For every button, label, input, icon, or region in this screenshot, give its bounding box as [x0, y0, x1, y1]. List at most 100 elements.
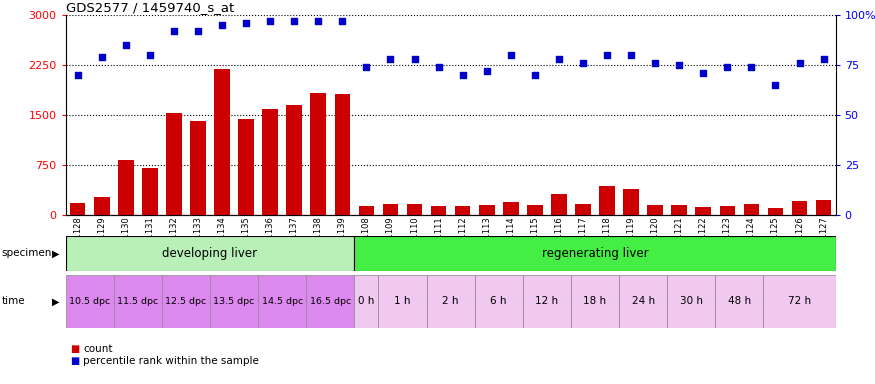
Bar [551, 194, 567, 215]
Text: 24 h: 24 h [632, 296, 654, 306]
Bar [238, 119, 254, 215]
Bar [427, 275, 475, 328]
Text: 10.5 dpc: 10.5 dpc [69, 297, 110, 306]
Text: ▶: ▶ [52, 296, 60, 306]
Bar [382, 204, 398, 215]
Bar [334, 94, 350, 215]
Bar [66, 275, 114, 328]
Bar [210, 275, 258, 328]
Point [504, 52, 518, 58]
Point [167, 28, 181, 35]
Text: 72 h: 72 h [788, 296, 811, 306]
Text: 13.5 dpc: 13.5 dpc [214, 297, 255, 306]
Point [816, 56, 830, 62]
Bar [66, 236, 354, 271]
Text: 16.5 dpc: 16.5 dpc [310, 297, 351, 306]
Bar [379, 275, 427, 328]
Text: 14.5 dpc: 14.5 dpc [262, 297, 303, 306]
Point [793, 60, 807, 66]
Bar [70, 203, 86, 215]
Point [383, 56, 397, 62]
Bar [94, 197, 109, 215]
Point [672, 62, 686, 68]
Text: developing liver: developing liver [163, 247, 257, 260]
Point [431, 64, 445, 70]
Point [480, 68, 494, 74]
Bar [623, 189, 639, 215]
Point [696, 70, 710, 76]
Bar [359, 206, 374, 215]
Bar [767, 209, 783, 215]
Point [287, 18, 301, 25]
Text: 2 h: 2 h [443, 296, 458, 306]
Bar [354, 275, 379, 328]
Text: ■: ■ [70, 344, 80, 354]
Text: count: count [83, 344, 113, 354]
Text: 30 h: 30 h [680, 296, 703, 306]
Bar [286, 105, 302, 215]
Text: GDS2577 / 1459740_s_at: GDS2577 / 1459740_s_at [66, 1, 234, 14]
Bar [475, 275, 523, 328]
Text: 1 h: 1 h [395, 296, 410, 306]
Bar [430, 206, 446, 215]
Point [528, 72, 542, 78]
Text: 12.5 dpc: 12.5 dpc [165, 297, 206, 306]
Point [71, 72, 85, 78]
Text: 0 h: 0 h [358, 296, 374, 306]
Bar [599, 186, 615, 215]
Bar [719, 206, 735, 215]
Bar [575, 204, 591, 215]
Point [408, 56, 422, 62]
Point [600, 52, 614, 58]
Bar [648, 205, 663, 215]
Text: percentile rank within the sample: percentile rank within the sample [83, 356, 259, 366]
Bar [306, 275, 354, 328]
Point [648, 60, 662, 66]
Bar [258, 275, 306, 328]
Text: 18 h: 18 h [584, 296, 606, 306]
Text: 11.5 dpc: 11.5 dpc [117, 297, 158, 306]
Text: 6 h: 6 h [491, 296, 507, 306]
Text: time: time [2, 296, 25, 306]
Bar [311, 93, 326, 215]
Point [576, 60, 590, 66]
Point [312, 18, 326, 25]
Bar [620, 275, 668, 328]
Bar [162, 275, 210, 328]
Point [768, 82, 782, 88]
Bar [214, 69, 230, 215]
Point [720, 64, 734, 70]
Bar [114, 275, 162, 328]
Point [335, 18, 349, 25]
Point [119, 42, 133, 48]
Bar [527, 205, 542, 215]
Point [456, 72, 470, 78]
Bar [763, 275, 836, 328]
Text: specimen: specimen [2, 248, 52, 258]
Point [191, 28, 205, 35]
Bar [696, 207, 711, 215]
Bar [190, 121, 206, 215]
Bar [523, 275, 571, 328]
Point [263, 18, 277, 25]
Bar [455, 206, 471, 215]
Bar [503, 202, 519, 215]
Bar [354, 236, 836, 271]
Point [215, 22, 229, 28]
Text: 48 h: 48 h [728, 296, 751, 306]
Bar [816, 200, 831, 215]
Point [624, 52, 638, 58]
Bar [744, 204, 760, 215]
Text: ▶: ▶ [52, 248, 60, 258]
Point [360, 64, 374, 70]
Bar [118, 161, 134, 215]
Bar [716, 275, 763, 328]
Bar [407, 204, 423, 215]
Point [745, 64, 759, 70]
Point [94, 54, 108, 60]
Text: regenerating liver: regenerating liver [542, 247, 648, 260]
Bar [166, 113, 182, 215]
Text: 12 h: 12 h [536, 296, 558, 306]
Point [552, 56, 566, 62]
Bar [142, 169, 158, 215]
